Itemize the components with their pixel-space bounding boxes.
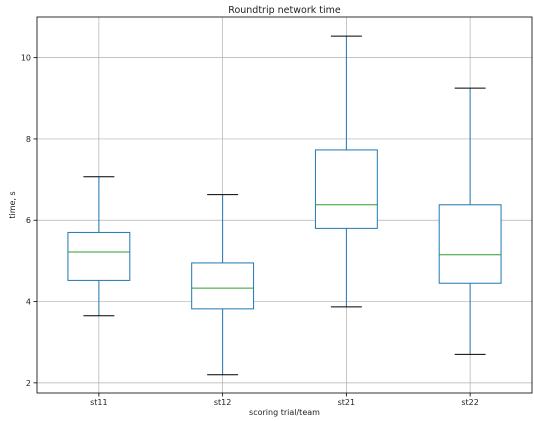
x-axis-label: scoring trial/team xyxy=(249,408,320,417)
x-tick-label: st22 xyxy=(461,398,478,407)
x-tick-label: st11 xyxy=(90,398,107,407)
iqr-box xyxy=(67,231,131,281)
x-tick-label: st12 xyxy=(214,398,231,407)
iqr-box xyxy=(191,262,255,310)
y-tick-label: 8 xyxy=(26,135,31,144)
y-tick-label: 2 xyxy=(26,379,31,388)
iqr-box xyxy=(314,149,378,229)
y-tick-label: 4 xyxy=(26,298,31,307)
box-group-st11 xyxy=(67,176,131,317)
box-group-st12 xyxy=(191,194,255,376)
y-tick-label: 6 xyxy=(26,216,31,225)
y-axis-label: time, s xyxy=(8,191,17,218)
axis-ticks: 2 4 6 8 10 st11 st12 st21 st22 xyxy=(21,54,479,407)
box-group-st22 xyxy=(438,87,502,355)
chart-title: Roundtrip network time xyxy=(228,5,341,16)
box-group-st21 xyxy=(314,35,378,308)
iqr-box xyxy=(438,204,502,284)
plot-frame xyxy=(36,16,533,394)
x-tick-label: st21 xyxy=(338,398,355,407)
y-tick-label: 10 xyxy=(21,54,31,63)
box-plots xyxy=(67,35,502,376)
